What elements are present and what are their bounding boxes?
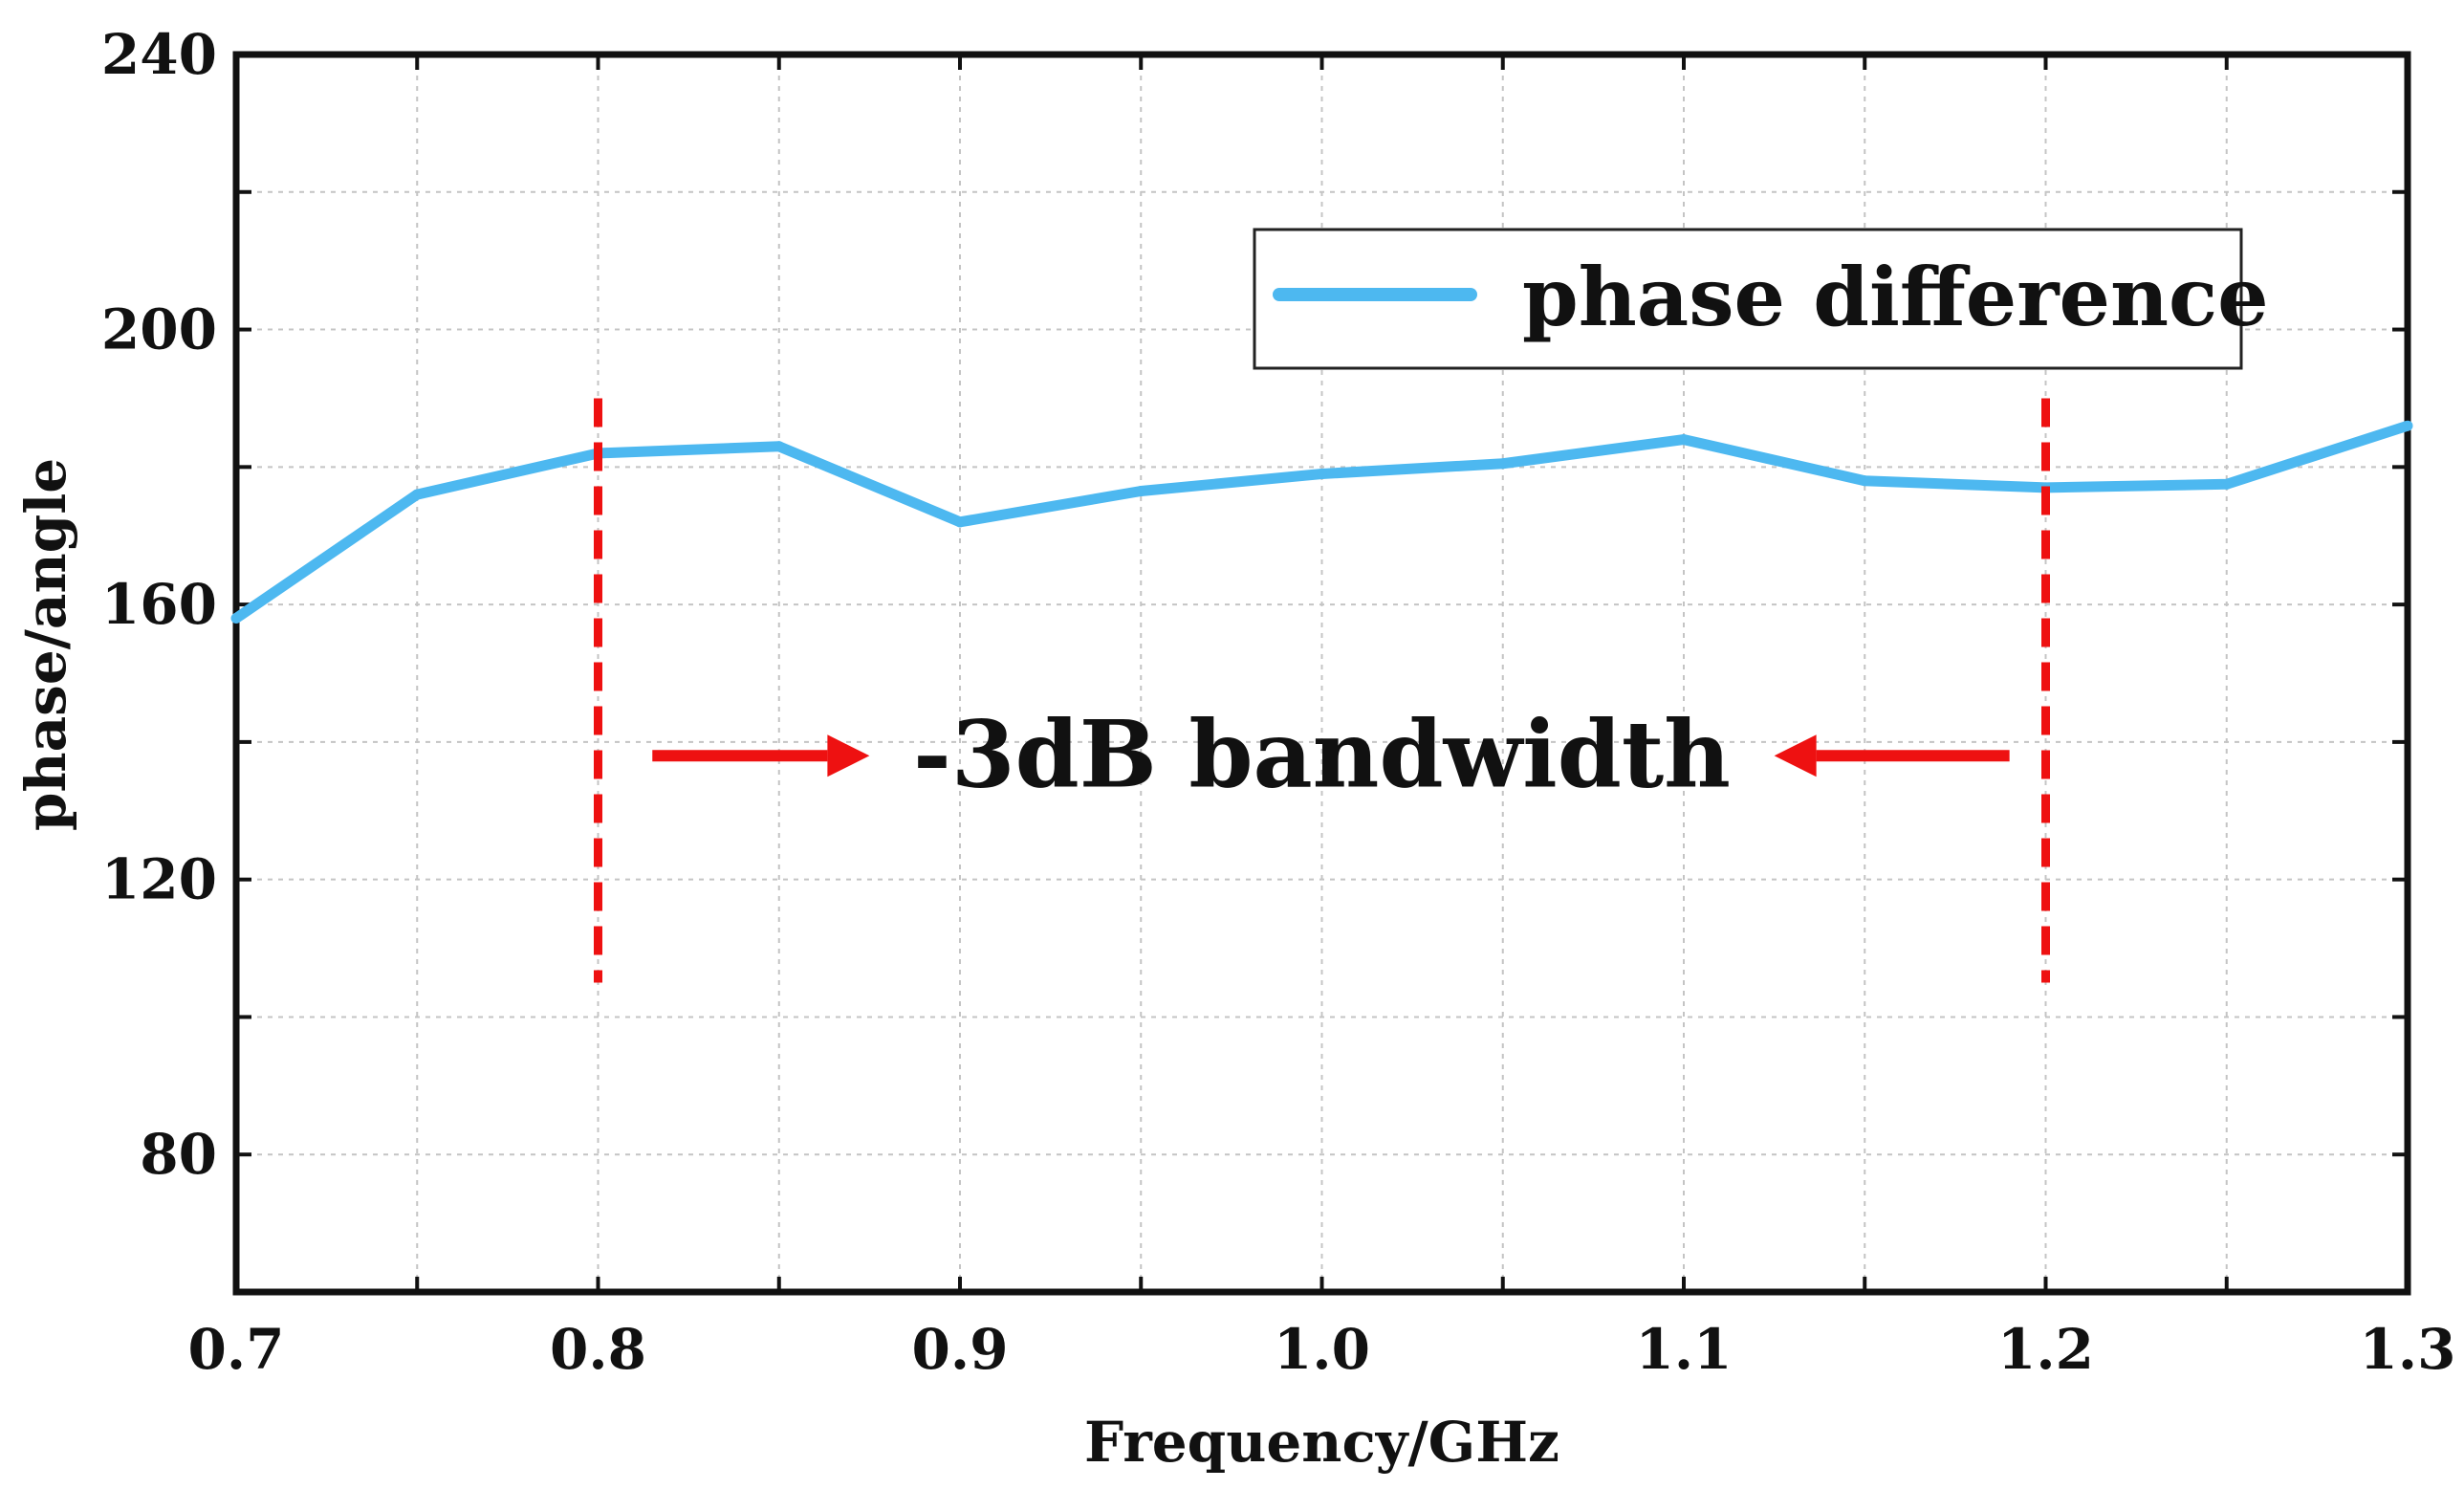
data-point <box>2221 478 2233 490</box>
x-tick-label: 1.0 <box>1274 1317 1370 1382</box>
data-point <box>954 516 966 528</box>
x-tick-label: 0.8 <box>550 1317 646 1382</box>
bandwidth-arrow-head <box>1774 734 1817 777</box>
bandwidth-annotation-label: -3dB bandwidth <box>913 700 1731 808</box>
data-point <box>1497 458 1509 470</box>
legend: phase difference <box>1253 228 2269 370</box>
annotation-layer <box>594 398 2050 983</box>
axis-labels: Frequency/GHz phase/angle <box>13 458 1559 1475</box>
y-axis-title: phase/angle <box>13 458 78 831</box>
x-axis-title: Frequency/GHz <box>1084 1410 1559 1475</box>
data-point <box>1859 475 1870 487</box>
data-point <box>774 441 785 452</box>
axis-ticks: 0.7 0.8 0.9 1.0 1.1 1.2 1.3 80 120 160 200 240 <box>101 22 2456 1382</box>
data-point <box>411 489 423 500</box>
x-tick-label: 1.2 <box>1997 1317 2094 1382</box>
legend-label-phase-difference: phase difference <box>1522 250 2269 344</box>
x-tick-label: 0.9 <box>912 1317 1009 1382</box>
data-point <box>2402 420 2413 431</box>
x-tick-label: 1.1 <box>1636 1317 1733 1382</box>
x-tick-label: 1.3 <box>2360 1317 2456 1382</box>
data-point <box>1678 434 1690 446</box>
y-tick-label: 120 <box>101 847 217 912</box>
data-point <box>230 612 242 624</box>
y-tick-label: 200 <box>101 297 217 362</box>
y-tick-label: 240 <box>101 22 217 87</box>
data-point <box>1135 485 1146 496</box>
x-tick-label: 0.7 <box>188 1317 285 1382</box>
y-tick-label: 160 <box>101 572 217 637</box>
bandwidth-arrow-head <box>827 734 870 777</box>
data-point <box>1317 469 1327 480</box>
y-tick-label: 80 <box>140 1122 217 1187</box>
